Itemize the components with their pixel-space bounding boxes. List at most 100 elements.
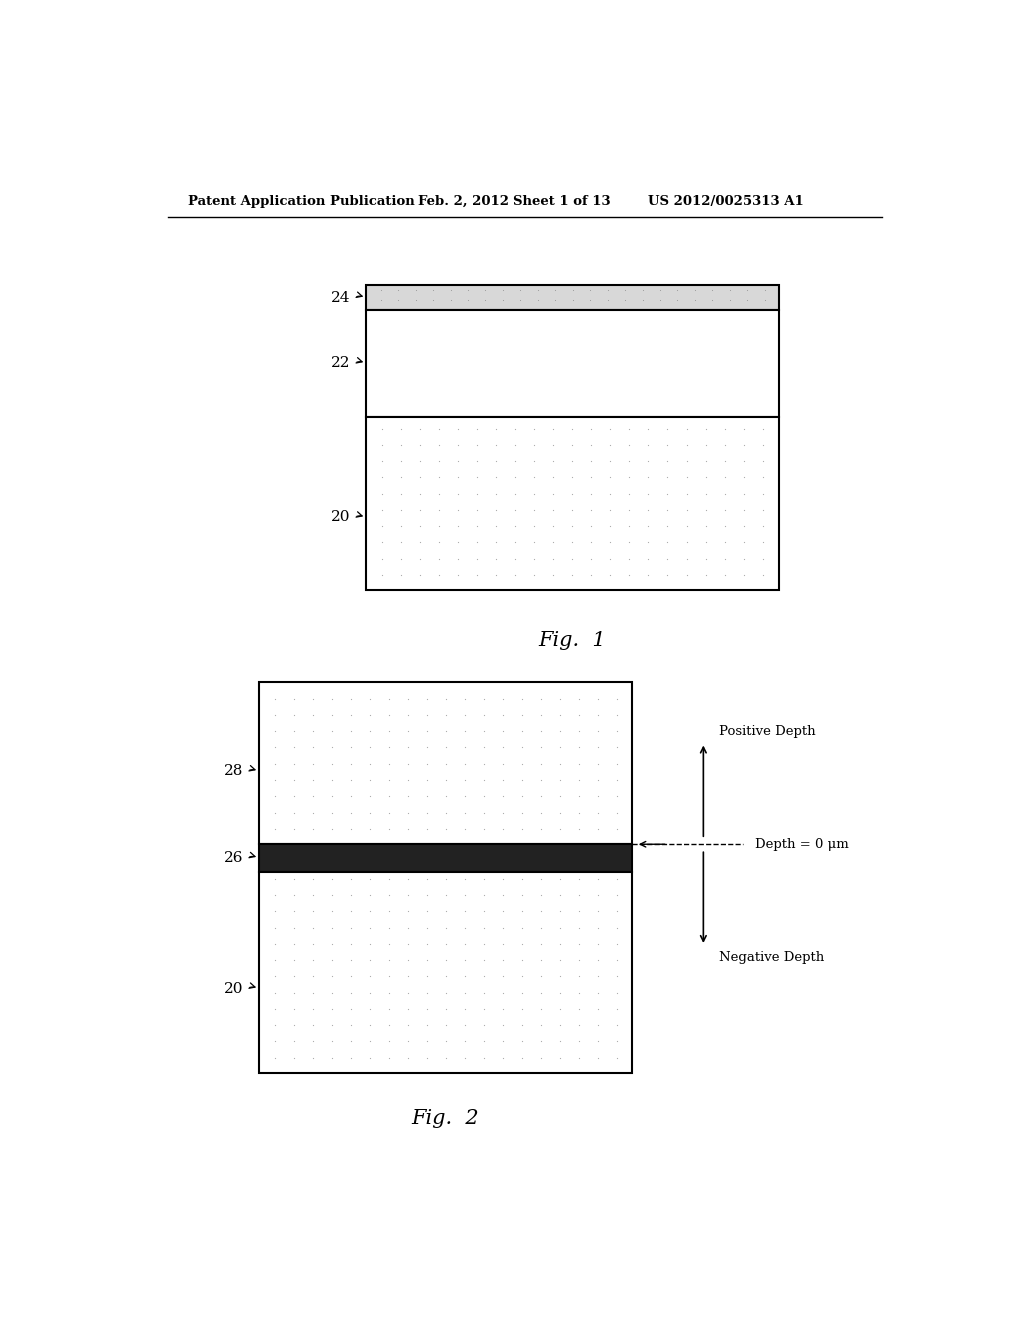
Point xyxy=(392,418,409,440)
Point xyxy=(343,900,359,921)
Point xyxy=(381,966,397,987)
Point xyxy=(431,565,447,586)
Point xyxy=(697,532,714,553)
Point xyxy=(304,803,321,824)
Point xyxy=(622,499,638,520)
Point xyxy=(571,900,588,921)
Point xyxy=(552,721,568,742)
Point xyxy=(399,933,416,954)
Point xyxy=(412,565,428,586)
Point xyxy=(286,917,302,939)
Point xyxy=(571,688,588,709)
Point xyxy=(545,516,561,537)
Point xyxy=(324,884,340,906)
Point xyxy=(361,917,378,939)
Point xyxy=(419,917,435,939)
Point xyxy=(412,418,428,440)
Point xyxy=(304,1047,321,1068)
Point xyxy=(571,737,588,758)
Point xyxy=(438,998,455,1019)
Point xyxy=(717,499,733,520)
Point xyxy=(361,737,378,758)
Point xyxy=(583,516,599,537)
Point xyxy=(286,803,302,824)
Point xyxy=(457,1047,473,1068)
Point xyxy=(590,982,606,1003)
Point xyxy=(545,565,561,586)
Point xyxy=(390,289,407,310)
Text: Fig.  1: Fig. 1 xyxy=(539,631,606,649)
Text: 22: 22 xyxy=(331,356,350,370)
Point xyxy=(286,1047,302,1068)
Point xyxy=(419,884,435,906)
Point xyxy=(419,785,435,807)
Point xyxy=(735,565,752,586)
Point xyxy=(381,803,397,824)
Point xyxy=(583,450,599,471)
Point xyxy=(678,434,694,455)
Point xyxy=(266,785,283,807)
Point xyxy=(495,917,511,939)
Point xyxy=(534,884,550,906)
Point xyxy=(564,532,581,553)
Point xyxy=(361,884,378,906)
Point xyxy=(343,754,359,775)
Point xyxy=(571,754,588,775)
Point xyxy=(361,818,378,840)
Point xyxy=(374,418,390,440)
Point xyxy=(495,289,511,310)
Point xyxy=(381,785,397,807)
Point xyxy=(659,516,676,537)
Point xyxy=(735,418,752,440)
Point xyxy=(495,966,511,987)
Point xyxy=(609,900,626,921)
Point xyxy=(514,721,530,742)
Point xyxy=(343,785,359,807)
Point xyxy=(487,467,504,488)
Point xyxy=(469,565,485,586)
Point xyxy=(381,869,397,890)
Point xyxy=(635,279,651,300)
Point xyxy=(590,949,606,970)
Point xyxy=(343,1031,359,1052)
Point xyxy=(374,434,390,455)
Point xyxy=(534,917,550,939)
Point xyxy=(495,900,511,921)
Point xyxy=(361,933,378,954)
Point xyxy=(717,418,733,440)
Point xyxy=(381,884,397,906)
Point xyxy=(678,483,694,504)
Point xyxy=(419,933,435,954)
Point xyxy=(408,289,424,310)
Point xyxy=(266,917,283,939)
Bar xyxy=(367,310,778,417)
Point xyxy=(616,279,633,300)
Point xyxy=(450,516,466,537)
Point xyxy=(526,548,543,569)
Point xyxy=(457,869,473,890)
Point xyxy=(399,884,416,906)
Point xyxy=(571,785,588,807)
Point xyxy=(399,869,416,890)
Point xyxy=(266,998,283,1019)
Point xyxy=(412,499,428,520)
Point xyxy=(457,705,473,726)
Point xyxy=(374,532,390,553)
Point xyxy=(571,705,588,726)
Point xyxy=(583,434,599,455)
Point xyxy=(640,450,656,471)
Point xyxy=(659,548,676,569)
Point xyxy=(419,770,435,791)
Point xyxy=(705,279,721,300)
Text: 20: 20 xyxy=(223,982,243,995)
Text: 20: 20 xyxy=(331,511,350,524)
Point xyxy=(495,998,511,1019)
Point xyxy=(717,532,733,553)
Point xyxy=(487,418,504,440)
Point xyxy=(419,688,435,709)
Point xyxy=(304,900,321,921)
Point xyxy=(419,1047,435,1068)
Point xyxy=(438,900,455,921)
Point xyxy=(304,688,321,709)
Point xyxy=(609,917,626,939)
